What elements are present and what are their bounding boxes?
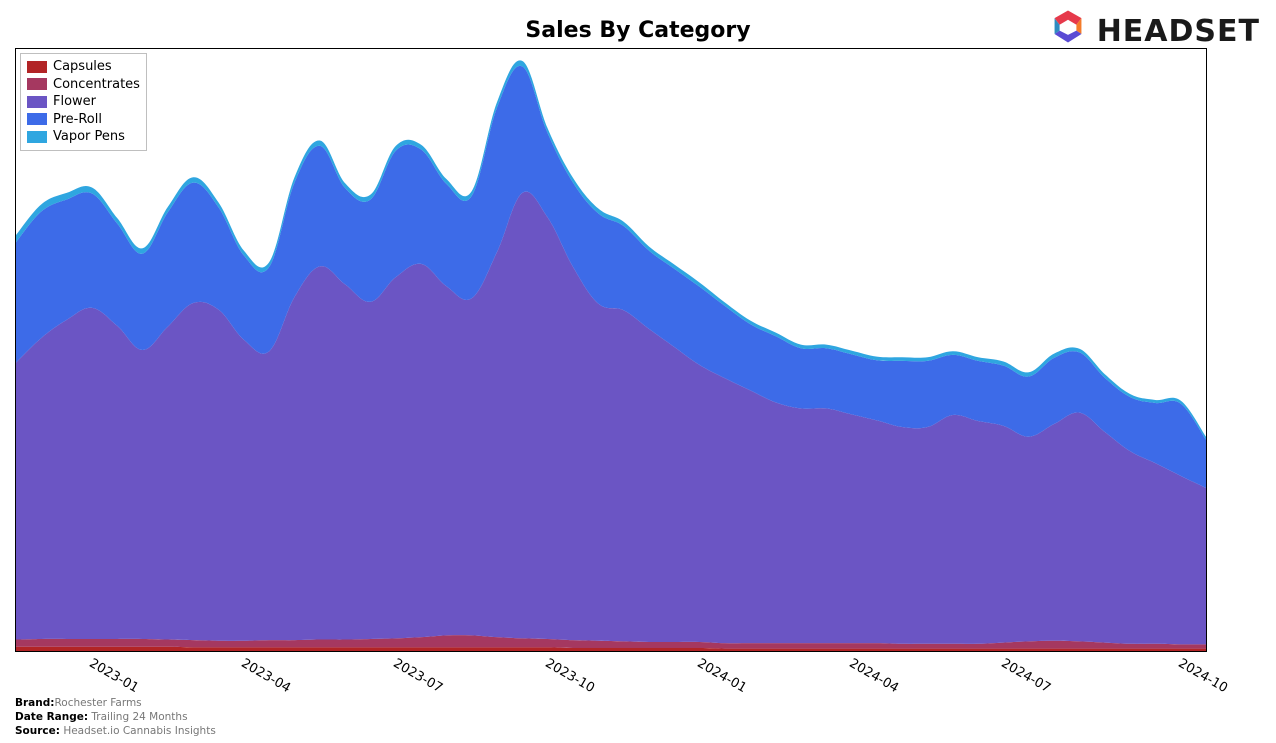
legend-item-vapor-pens: Vapor Pens: [27, 128, 140, 146]
legend-swatch: [27, 96, 47, 108]
legend-item-pre-roll: Pre-Roll: [27, 111, 140, 129]
meta-label: Brand:: [15, 697, 54, 709]
meta-line: Source: Headset.io Cannabis Insights: [15, 724, 216, 738]
area-chart-svg: [16, 49, 1206, 651]
legend-item-capsules: Capsules: [27, 58, 140, 76]
xtick-label: 2023-07: [391, 656, 446, 696]
legend-label: Flower: [53, 93, 96, 111]
legend-label: Capsules: [53, 58, 112, 76]
chart-plot-area: CapsulesConcentratesFlowerPre-RollVapor …: [15, 48, 1207, 652]
logo-text: HEADSET: [1097, 14, 1260, 49]
meta-label: Date Range:: [15, 711, 88, 723]
legend-swatch: [27, 131, 47, 143]
meta-label: Source:: [15, 725, 60, 737]
xtick-label: 2023-04: [239, 656, 294, 696]
xtick-label: 2024-04: [846, 656, 901, 696]
legend-label: Vapor Pens: [53, 128, 125, 146]
meta-line: Brand:Rochester Farms: [15, 696, 216, 710]
meta-value: Rochester Farms: [54, 697, 141, 709]
xtick-label: 2023-10: [543, 656, 598, 696]
legend-label: Concentrates: [53, 76, 140, 94]
chart-meta: Brand:Rochester FarmsDate Range: Trailin…: [15, 696, 216, 739]
legend-label: Pre-Roll: [53, 111, 102, 129]
xtick-label: 2024-10: [1176, 656, 1231, 696]
xtick-label: 2024-01: [694, 656, 749, 696]
legend-swatch: [27, 113, 47, 125]
legend: CapsulesConcentratesFlowerPre-RollVapor …: [20, 53, 147, 151]
legend-item-concentrates: Concentrates: [27, 76, 140, 94]
meta-line: Date Range: Trailing 24 Months: [15, 710, 216, 724]
meta-value: Headset.io Cannabis Insights: [60, 725, 216, 737]
meta-value: Trailing 24 Months: [88, 711, 187, 723]
xtick-label: 2023-01: [87, 656, 142, 696]
legend-swatch: [27, 78, 47, 90]
legend-item-flower: Flower: [27, 93, 140, 111]
legend-swatch: [27, 61, 47, 73]
xtick-label: 2024-07: [998, 656, 1053, 696]
